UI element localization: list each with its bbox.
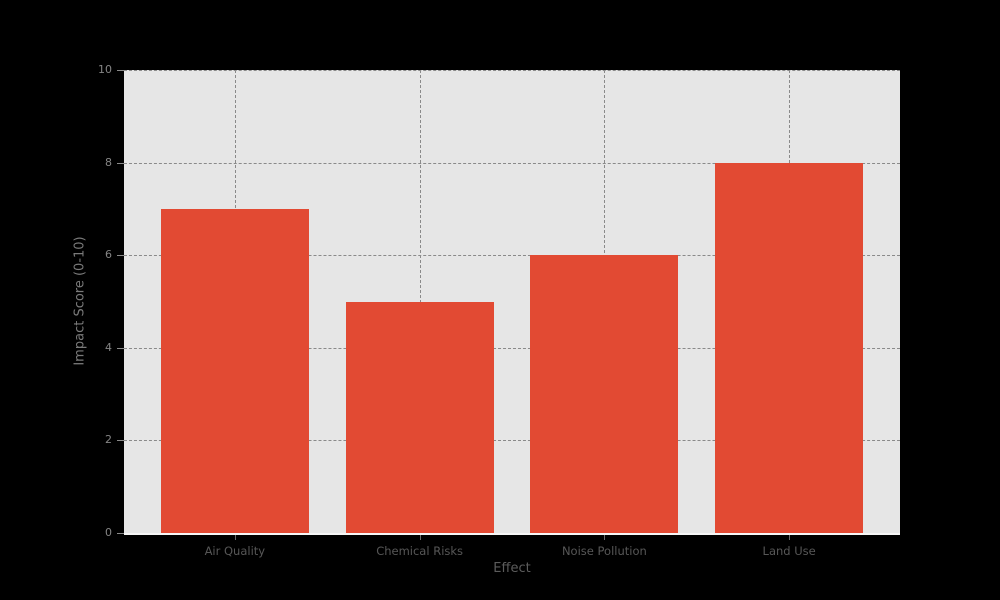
gridline-y-10 <box>124 70 900 71</box>
y-axis-label: Impact Score (0-10) <box>72 236 88 366</box>
x-tick-mark-chemical-risks <box>419 535 421 540</box>
x-tick-label-chemical-risks: Chemical Risks <box>376 544 464 558</box>
y-tick-mark-6 <box>117 255 124 257</box>
gridline-y-6 <box>124 255 900 257</box>
y-tick-label-8: 8 <box>105 155 112 169</box>
gridline-y-8 <box>124 162 900 164</box>
y-tick-label-0: 0 <box>105 526 112 539</box>
gridline-y-4 <box>124 347 900 349</box>
y-tick-mark-2 <box>117 440 124 442</box>
x-tick-mark-land-use <box>789 535 791 540</box>
x-tick-mark-noise-pollution <box>604 535 606 540</box>
x-tick-mark-air-quality <box>234 535 236 540</box>
gridline-y-2 <box>124 440 900 442</box>
bar-land-use <box>715 162 864 533</box>
y-tick-mark-8 <box>117 162 124 164</box>
y-tick-label-4: 4 <box>105 340 112 354</box>
bar-air-quality <box>160 208 309 533</box>
bar-noise-pollution <box>530 255 679 533</box>
plot-area <box>124 70 900 535</box>
y-tick-label-10: 10 <box>98 63 112 76</box>
x-tick-label-noise-pollution: Noise Pollution <box>561 544 647 558</box>
y-tick-mark-4 <box>117 347 124 349</box>
x-axis-label: Effect <box>493 561 531 576</box>
bar-chemical-risks <box>345 301 494 533</box>
x-tick-label-air-quality: Air Quality <box>204 544 266 558</box>
x-tick-label-land-use: Land Use <box>762 544 816 558</box>
y-tick-mark-0 <box>117 533 124 534</box>
y-tick-mark-10 <box>117 70 124 71</box>
y-tick-label-2: 2 <box>105 433 112 447</box>
y-tick-label-6: 6 <box>105 248 112 262</box>
